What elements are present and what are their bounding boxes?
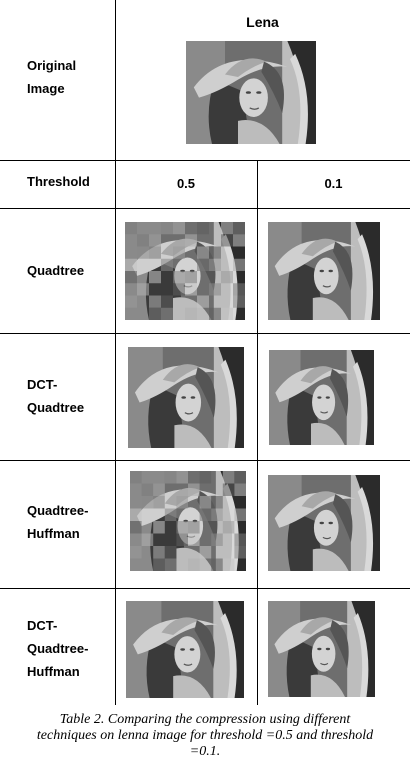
row-label-dct-quadtree-huffman-line2: Quadtree- [27, 641, 89, 656]
row-label-original-line1: Original [27, 58, 77, 73]
lena-quadtree-0-1-image [268, 222, 380, 320]
table-caption-line3: =0.1. [189, 744, 221, 759]
row-label-quadtree-huffman: Quadtree- Huffman [27, 499, 88, 545]
table-divider-row3 [0, 333, 410, 334]
table-divider-row1 [0, 160, 410, 161]
table-divider-row4 [0, 460, 410, 461]
lena-original-image [186, 41, 316, 144]
table-divider-row2 [0, 208, 410, 209]
row-label-threshold: Threshold [27, 174, 90, 189]
row-label-dct-quadtree-huffman-line3: Huffman [27, 664, 80, 679]
table-caption-line1: Table 2. Comparing the compression using… [59, 712, 351, 727]
table-divider-vertical-threshold [257, 160, 258, 705]
table-caption: Table 2. Comparing the compression using… [0, 712, 410, 760]
row-label-quadtree-huffman-line2: Huffman [27, 526, 80, 541]
column-title: Lena [246, 14, 279, 30]
lena-dct-quadtree-0-5-image [128, 347, 244, 448]
table-caption-line2: techniques on lenna image for threshold … [36, 728, 374, 743]
lena-quadtree-0-5-image [125, 222, 245, 320]
row-label-original-line2: Image [27, 81, 65, 96]
threshold-value-0-5: 0.5 [176, 176, 196, 191]
threshold-value-0-1: 0.1 [324, 176, 343, 191]
row-label-dct-quadtree-huffman-line1: DCT- [27, 618, 58, 633]
row-label-dct-quadtree-line2: Quadtree [27, 400, 85, 415]
row-label-dct-quadtree-huffman: DCT- Quadtree- Huffman [27, 614, 88, 683]
table-divider-vertical-main [115, 0, 116, 705]
lena-dct-quadtree-huffman-0-1-image [268, 601, 375, 697]
lena-dct-quadtree-huffman-0-5-image [126, 601, 244, 698]
lena-quadtree-huffman-0-1-image [268, 475, 380, 571]
lena-quadtree-huffman-0-5-image [130, 471, 246, 571]
lena-dct-quadtree-0-1-image [269, 350, 374, 445]
row-label-quadtree-huffman-line1: Quadtree- [27, 503, 89, 518]
row-label-quadtree: Quadtree [27, 263, 85, 278]
row-label-dct-quadtree-line1: DCT- [27, 377, 58, 392]
row-label-dct-quadtree: DCT- Quadtree [27, 373, 84, 419]
row-label-original: Original Image [27, 54, 76, 100]
table-divider-row5 [0, 588, 410, 589]
